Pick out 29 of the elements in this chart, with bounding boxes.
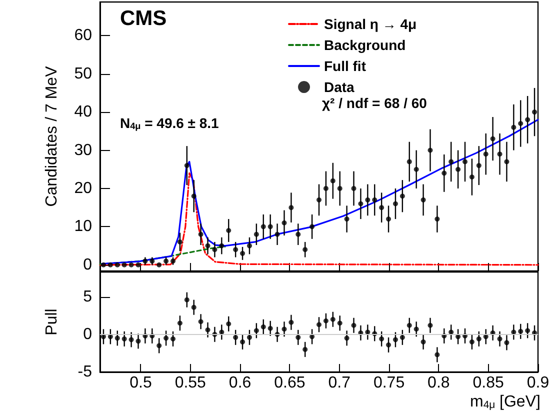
x-tick-label: 0.6: [228, 374, 252, 392]
y-tick-label: 60: [74, 27, 92, 44]
y-tick-label: 20: [74, 180, 92, 197]
y-tick-label: 0: [83, 256, 92, 274]
line-series: [99, 172, 539, 266]
y-tick-label: 40: [74, 104, 92, 121]
y-tick-label: 0: [83, 326, 92, 343]
legend-label: Full fit: [324, 58, 366, 74]
legend-label: Data: [324, 79, 355, 95]
x-tick-label: 0.75: [373, 374, 405, 392]
annotation: CMS: [120, 7, 167, 30]
y-tick-label: 50: [74, 65, 92, 82]
y-tick-label: 10: [74, 218, 92, 236]
legend-label: Signal η → 4μ: [324, 16, 417, 32]
x-tick-label: 0.65: [274, 374, 306, 392]
x-tick-label: 0.8: [428, 374, 450, 392]
y-axis-title: Pull: [44, 308, 60, 336]
legend-label: Background: [324, 37, 406, 53]
x-tick-label: 0.7: [328, 374, 351, 392]
y-tick-label: -5: [78, 364, 92, 380]
annotation: N4μ = 49.6 ± 8.1: [120, 115, 220, 132]
x-tick-label: 0.85: [472, 374, 504, 392]
y-axis-title: Candidates / 7 MeV: [44, 66, 60, 207]
x-tick-label: 0.5: [130, 374, 152, 392]
x-tick-label: 0.9: [526, 374, 550, 392]
y-tick-label: 5: [83, 288, 92, 306]
y-tick-label: 30: [74, 142, 92, 159]
x-tick-label: 0.55: [174, 374, 206, 392]
annotation: χ² / ndf = 68 / 60: [322, 95, 428, 111]
